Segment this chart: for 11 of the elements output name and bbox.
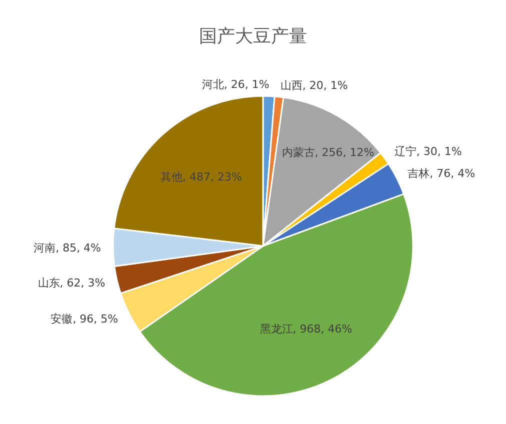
slice-label: 河北, 26, 1% [202,78,270,91]
slice-label: 山西, 20, 1% [280,78,348,92]
slice-label: 安徽, 96, 5% [50,312,118,326]
slice-label: 其他, 487, 23% [160,170,242,184]
slice-label: 河南, 85, 4% [34,241,102,254]
slice-label: 吉林, 76, 4% [408,166,476,180]
slice-label: 山东, 62, 3% [38,276,106,290]
chart-title: 国产大豆产量 [199,26,307,47]
slice-label: 内蒙古, 256, 12% [282,146,374,160]
slice-label: 黑龙江, 968, 46% [260,322,352,336]
slice-label: 辽宁, 30, 1% [394,145,462,158]
